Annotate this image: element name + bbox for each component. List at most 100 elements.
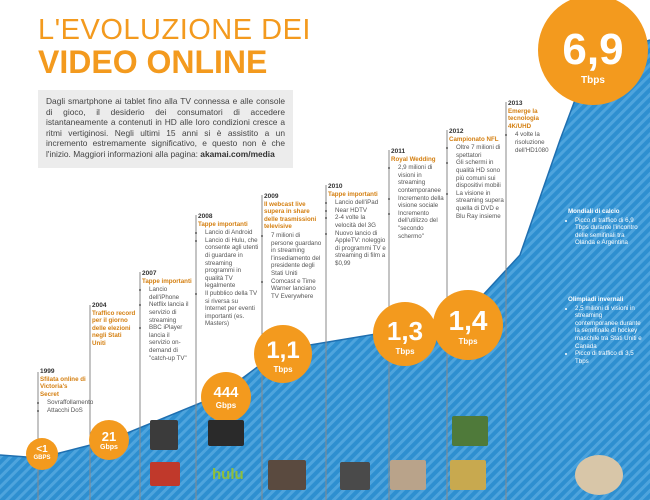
event-items: Oltre 7 milioni di spettatori Gli scherm…	[449, 144, 504, 220]
event-year: 2007	[142, 270, 157, 277]
event-items: Sovraffollamento Attacchi DoS	[40, 399, 93, 415]
event-2011: 2011 Royal Wedding 2,9 milioni di vision…	[391, 148, 445, 240]
event-2009: 2009 Il webcast live supera in share del…	[264, 193, 324, 300]
event-item: BBC iPlayer lancia il servizio on-demand…	[149, 324, 192, 362]
event-item: Attacchi DoS	[47, 407, 88, 415]
event-heading: Tappe importanti	[142, 277, 192, 285]
value-2012: 1,4	[448, 305, 488, 336]
android-phone-thumbnail	[208, 420, 244, 446]
growth-area	[0, 40, 650, 500]
unit-2014: Tbps	[581, 75, 605, 86]
unit-2004: Gbps	[100, 444, 118, 451]
event-2007: 2007 Tappe importanti Lancio dell'iPhone…	[142, 270, 192, 362]
4k-screen-thumbnail	[450, 460, 486, 490]
event-heading: Traffico record per il giorno delle elez…	[92, 309, 136, 347]
event-item: Lancio dell'iPhone	[149, 286, 192, 301]
side-event-items: 2,5 milioni di visioni in streaming cont…	[568, 305, 646, 366]
event-item: 2-4 volte la velocità del 3G	[335, 214, 386, 229]
event-2008: 2008 Tappe importanti Lancio di Android …	[198, 213, 260, 328]
side-event-items: Picco di traffico di 6,9 Tbps durante l'…	[568, 217, 646, 247]
event-item: Lancio di Android	[205, 229, 260, 237]
event-item: Nuovo lancio di AppleTV: noleggio di pro…	[335, 230, 386, 268]
event-year: 2009	[264, 193, 279, 200]
event-year: 2013	[508, 100, 523, 107]
event-items: 2,9 milioni di visioni in streaming cont…	[391, 164, 445, 240]
event-item: 7 milioni di persone guardano in streami…	[271, 232, 324, 278]
event-item: Comcast e Time Warner lanciano TV Everyw…	[271, 278, 324, 301]
event-item: Gli schermi in qualità HD sono più comun…	[456, 159, 504, 189]
event-items: Lancio dell'iPad Near HDTV 2-4 volte la …	[328, 199, 386, 267]
intro-box: Dagli smartphone ai tablet fino alla TV …	[38, 90, 293, 168]
event-year: 2004	[92, 302, 107, 309]
side-event-item: 2,5 milioni di visioni in streaming cont…	[575, 305, 646, 351]
unit-1999: GBPS	[33, 455, 51, 461]
value-2004: 21	[101, 429, 117, 444]
ipad-thumbnail	[340, 462, 370, 490]
event-year: 2010	[328, 183, 343, 190]
event-1999: 1999 Sfilata online di Victoria's Secret…	[40, 368, 93, 415]
value-circle-2008: 444 Gbps	[201, 372, 251, 422]
value-circle-2011: 1,3 Tbps	[373, 302, 437, 366]
side-event-olimpiadi: Olimpiadi invernali 2,5 milioni di visio…	[568, 296, 646, 365]
event-item: La visione in streaming supera quella di…	[456, 190, 504, 220]
hulu-logo: hulu	[212, 466, 244, 483]
event-items: 4 volte la risoluzione dell'HD1080	[508, 131, 549, 154]
value-2011: 1,3	[386, 316, 424, 346]
title-line-1: L'EVOLUZIONE DEI	[38, 14, 311, 46]
side-event-heading: Olimpiadi invernali	[568, 296, 624, 303]
soccer-player-thumbnail	[575, 455, 623, 495]
value-circle-2009: 1,1 Tbps	[254, 325, 312, 383]
event-item: 4 volte la risoluzione dell'HD1080	[515, 131, 549, 154]
president-photo-thumbnail	[268, 460, 306, 490]
value-2014: 6,9	[562, 25, 624, 74]
event-heading: Tappe importanti	[328, 190, 378, 198]
unit-2008: Gbps	[215, 401, 237, 410]
intro-link[interactable]: akamai.com/media	[200, 148, 275, 159]
event-2013: 2013 Emerge la tecnologia 4K/UHD 4 volte…	[508, 100, 549, 154]
iphone-thumbnail	[150, 420, 178, 450]
event-item: Oltre 7 milioni di spettatori	[456, 144, 504, 159]
event-year: 2012	[449, 128, 464, 135]
unit-2009: Tbps	[273, 365, 293, 374]
value-circle-2004: 21 Gbps	[89, 420, 129, 460]
event-year: 1999	[40, 368, 55, 375]
event-heading: Emerge la tecnologia 4K/UHD	[508, 107, 539, 130]
intro-text: Dagli smartphone ai tablet fino alla TV …	[46, 96, 285, 159]
event-items: Lancio di Android Lancio di Hulu, che co…	[198, 229, 260, 328]
unit-2012: Tbps	[458, 337, 478, 346]
event-item: Lancio dell'iPad	[335, 199, 386, 207]
royal-wedding-thumbnail	[390, 460, 426, 490]
event-heading: Il webcast live supera in share delle tr…	[264, 200, 317, 231]
title-line-2: VIDEO ONLINE	[38, 44, 268, 80]
event-heading: Tappe importanti	[198, 220, 248, 228]
value-2009: 1,1	[266, 337, 300, 364]
event-item: Incremento dell'utilizzo del "secondo sc…	[398, 210, 445, 240]
event-2012: 2012 Campionato NFL Oltre 7 milioni di s…	[449, 128, 504, 220]
side-event-heading: Mondiali di calcio	[568, 208, 620, 215]
event-heading: Sfilata online di Victoria's Secret	[40, 375, 86, 398]
laptop-thumbnail	[150, 462, 180, 486]
event-year: 2011	[391, 148, 406, 155]
value-circle-2012: 1,4 Tbps	[433, 290, 503, 360]
value-1999: <1	[36, 444, 48, 455]
event-item: Near HDTV	[335, 207, 386, 215]
football-field-thumbnail	[452, 416, 488, 446]
event-item: Sovraffollamento	[47, 399, 93, 407]
event-item: Netflix lancia il servizio di streaming	[149, 301, 192, 324]
event-items: 7 milioni di persone guardano in streami…	[264, 232, 324, 300]
event-2010: 2010 Tappe importanti Lancio dell'iPad N…	[328, 183, 386, 268]
event-item: 2,9 milioni di visioni in streaming cont…	[398, 164, 445, 194]
side-event-mondiali: Mondiali di calcio Picco di traffico di …	[568, 208, 646, 247]
side-event-item: Picco di traffico di 6,9 Tbps durante l'…	[575, 217, 646, 247]
side-event-item: Picco di traffico di 3,5 Tbps	[575, 350, 646, 365]
event-item: Il pubblico della TV si riversa su Inter…	[205, 290, 260, 328]
event-items: Lancio dell'iPhone Netflix lancia il ser…	[142, 286, 192, 362]
value-2008: 444	[213, 384, 239, 401]
event-2004: 2004 Traffico record per il giorno delle…	[92, 302, 137, 348]
event-heading: Royal Wedding	[391, 155, 436, 163]
unit-2011: Tbps	[395, 347, 415, 356]
event-heading: Campionato NFL	[449, 135, 499, 143]
event-item: Lancio di Hulu, che consente agli utenti…	[205, 237, 260, 290]
value-circle-2014: 6,9 Tbps	[538, 0, 648, 105]
